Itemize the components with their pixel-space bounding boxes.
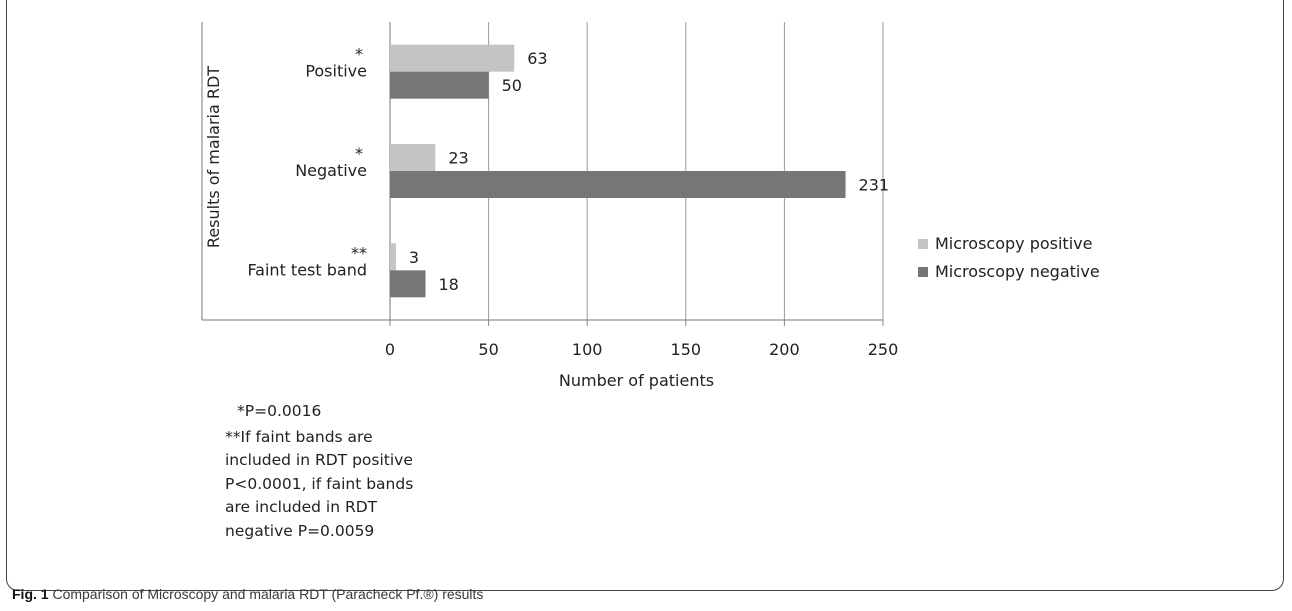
figure-caption-label: Fig. 1 bbox=[12, 586, 49, 602]
significance-marker: ** bbox=[351, 243, 367, 262]
significance-marker: * bbox=[355, 144, 363, 163]
bar-value-label: 231 bbox=[859, 176, 890, 195]
figure-frame bbox=[6, 0, 1284, 591]
x-tick-label: 50 bbox=[478, 340, 498, 359]
footnote-faint-line-2: included in RDT positive bbox=[225, 451, 413, 469]
bar-value-label: 18 bbox=[438, 275, 458, 294]
legend-label: Microscopy positive bbox=[935, 234, 1092, 253]
footnote-p-value: *P=0.0016 bbox=[237, 402, 322, 420]
x-tick-label: 100 bbox=[572, 340, 603, 359]
category-label: Faint test band bbox=[247, 260, 367, 279]
bar-value-label: 3 bbox=[409, 248, 419, 267]
x-axis-title: Number of patients bbox=[559, 371, 714, 390]
category-label: Negative bbox=[295, 161, 367, 180]
category-label: Positive bbox=[305, 62, 367, 81]
y-axis-title: Results of malaria RDT bbox=[204, 66, 223, 248]
bar-value-label: 63 bbox=[527, 49, 547, 68]
bar bbox=[390, 144, 436, 171]
footnote-faint-line-4: are included in RDT bbox=[225, 498, 378, 516]
x-tick-label: 150 bbox=[671, 340, 702, 359]
bar bbox=[390, 71, 489, 99]
x-tick-label: 0 bbox=[385, 340, 395, 359]
footnote-faint-line-1: **If faint bands are bbox=[225, 427, 373, 446]
figure-caption: Fig. 1 Comparison of Microscopy and mala… bbox=[12, 586, 483, 602]
legend-swatch bbox=[918, 267, 928, 277]
bar-value-label: 50 bbox=[502, 76, 522, 95]
x-tick-label: 200 bbox=[769, 340, 800, 359]
figure-caption-text: Comparison of Microscopy and malaria RDT… bbox=[48, 586, 484, 602]
x-tick-label: 250 bbox=[868, 340, 899, 359]
bar bbox=[390, 243, 396, 271]
footnotes: *P=0.0016 **If faint bands are included … bbox=[225, 400, 413, 543]
bar bbox=[390, 171, 846, 198]
bar bbox=[390, 44, 515, 72]
footnote-faint-line-5: negative P=0.0059 bbox=[225, 521, 375, 540]
bar bbox=[390, 270, 426, 298]
footnote-faint-line-3: P<0.0001, if faint bands bbox=[225, 474, 414, 493]
legend-label: Microscopy negative bbox=[935, 262, 1100, 281]
bar-chart: 0 50 100 150 200 250 Number of patients Results… bbox=[201, 22, 1100, 390]
bar-value-label: 23 bbox=[448, 149, 468, 168]
significance-marker: * bbox=[355, 45, 363, 64]
legend-swatch bbox=[918, 239, 928, 249]
